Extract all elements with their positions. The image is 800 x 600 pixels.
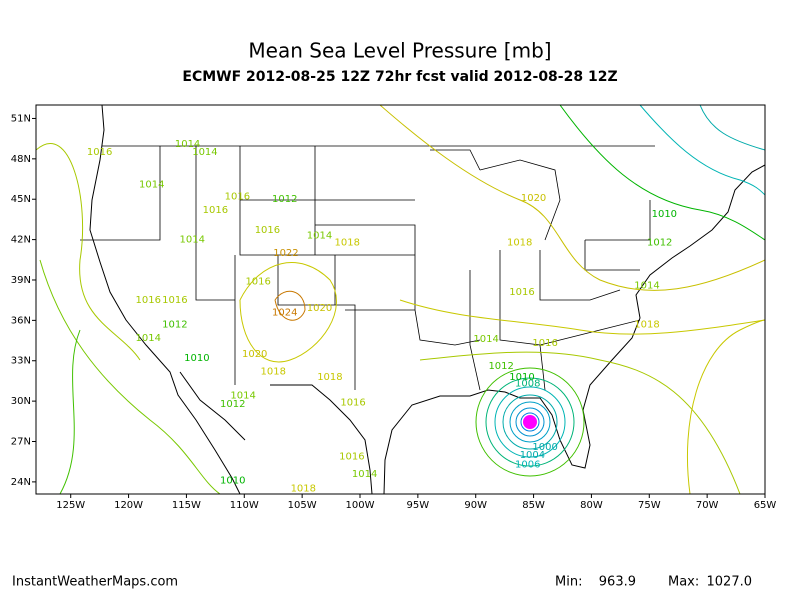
footer-min-value: 963.9 xyxy=(599,575,636,590)
contour-label: 1012 xyxy=(162,319,187,330)
y-tick-label: 33N xyxy=(11,356,31,367)
footer-max-value: 1027.0 xyxy=(707,575,753,590)
footer-max-label: Max: xyxy=(668,575,699,590)
x-tick-label: 75W xyxy=(638,500,661,511)
contour-label: 1022 xyxy=(273,248,298,259)
contour-label: 1016 xyxy=(339,451,364,462)
y-tick-label: 36N xyxy=(11,315,31,326)
x-tick-label: 110W xyxy=(230,500,259,511)
contour-label: 1016 xyxy=(532,338,557,349)
contour-label: 1020 xyxy=(242,349,267,360)
contour-label: 1016 xyxy=(87,147,112,158)
contour-label: 1014 xyxy=(634,280,659,291)
isobars xyxy=(36,105,765,494)
contour-label: 1014 xyxy=(473,334,498,345)
contour-label: 1012 xyxy=(272,194,297,205)
contour-label: 1010 xyxy=(509,372,534,383)
contour-label: 1014 xyxy=(175,139,200,150)
y-tick-label: 48N xyxy=(11,154,31,165)
footer-site: InstantWeatherMaps.com xyxy=(12,575,178,590)
contour-label: 1016 xyxy=(340,397,365,408)
x-tick-label: 115W xyxy=(172,500,201,511)
contour-label: 1016 xyxy=(162,295,187,306)
y-tick-label: 42N xyxy=(11,235,31,246)
contour-label: 1018 xyxy=(634,319,659,330)
contour-label: 1016 xyxy=(245,276,270,287)
contour-label: 1016 xyxy=(203,205,228,216)
contour-label: 1004 xyxy=(520,450,545,461)
x-tick-label: 65W xyxy=(754,500,777,511)
contour-label: 1020 xyxy=(307,303,332,314)
contour-label: 1014 xyxy=(179,235,204,246)
contour-label: 1018 xyxy=(291,484,316,495)
map-layer xyxy=(36,105,765,494)
x-tick-label: 80W xyxy=(580,500,603,511)
y-tick-label: 51N xyxy=(11,113,31,124)
contour-label: 1014 xyxy=(230,391,255,402)
coastline xyxy=(89,105,765,494)
contour-label: 1010 xyxy=(652,209,677,220)
map-frame xyxy=(35,104,766,495)
contour-label: 1010 xyxy=(220,476,245,487)
y-tick-label: 24N xyxy=(11,477,31,488)
y-tick-label: 27N xyxy=(11,437,31,448)
x-tick-label: 100W xyxy=(346,500,375,511)
x-tick-label: 90W xyxy=(464,500,487,511)
state-borders xyxy=(80,145,655,391)
contour-label: 1014 xyxy=(352,469,377,480)
x-tick-label: 120W xyxy=(114,500,143,511)
x-tick-label: 105W xyxy=(288,500,317,511)
x-tick-label: 85W xyxy=(522,500,545,511)
contour-label: 1012 xyxy=(647,237,672,248)
y-tick-label: 30N xyxy=(11,396,31,407)
contour-label: 1016 xyxy=(255,225,280,236)
contour-label: 1016 xyxy=(136,295,161,306)
map-subtitle: ECMWF 2012-08-25 12Z 72hr fcst valid 201… xyxy=(182,69,617,85)
contour-label: 1016 xyxy=(225,192,250,203)
y-tick-label: 45N xyxy=(11,194,31,205)
footer-min-label: Min: xyxy=(555,575,582,590)
contour-label: 1012 xyxy=(488,361,513,372)
pressure-minimum xyxy=(523,415,537,429)
x-tick-label: 95W xyxy=(407,500,430,511)
contour-label: 1018 xyxy=(335,237,360,248)
x-tick-label: 70W xyxy=(696,500,719,511)
contour-label: 1020 xyxy=(521,193,546,204)
contour-label: 1012 xyxy=(220,399,245,410)
contour-label: 1018 xyxy=(507,237,532,248)
contour-label: 1000 xyxy=(532,442,557,453)
x-tick-label: 125W xyxy=(56,500,85,511)
contour-label: 1014 xyxy=(136,333,161,344)
contour-label: 1008 xyxy=(515,379,540,390)
contour-label: 1018 xyxy=(260,367,285,378)
contour-label: 1014 xyxy=(307,231,332,242)
contour-label: 1014 xyxy=(139,179,164,190)
hurricane-rings xyxy=(475,367,585,477)
y-tick-label: 39N xyxy=(11,275,31,286)
contour-label: 1010 xyxy=(184,353,209,364)
contour-label: 1018 xyxy=(317,372,342,383)
map-title: Mean Sea Level Pressure [mb] xyxy=(248,39,551,63)
contour-label: 1014 xyxy=(192,147,217,158)
contour-label: 1024 xyxy=(272,307,297,318)
contour-label: 1006 xyxy=(515,459,540,470)
contour-label: 1016 xyxy=(509,287,534,298)
